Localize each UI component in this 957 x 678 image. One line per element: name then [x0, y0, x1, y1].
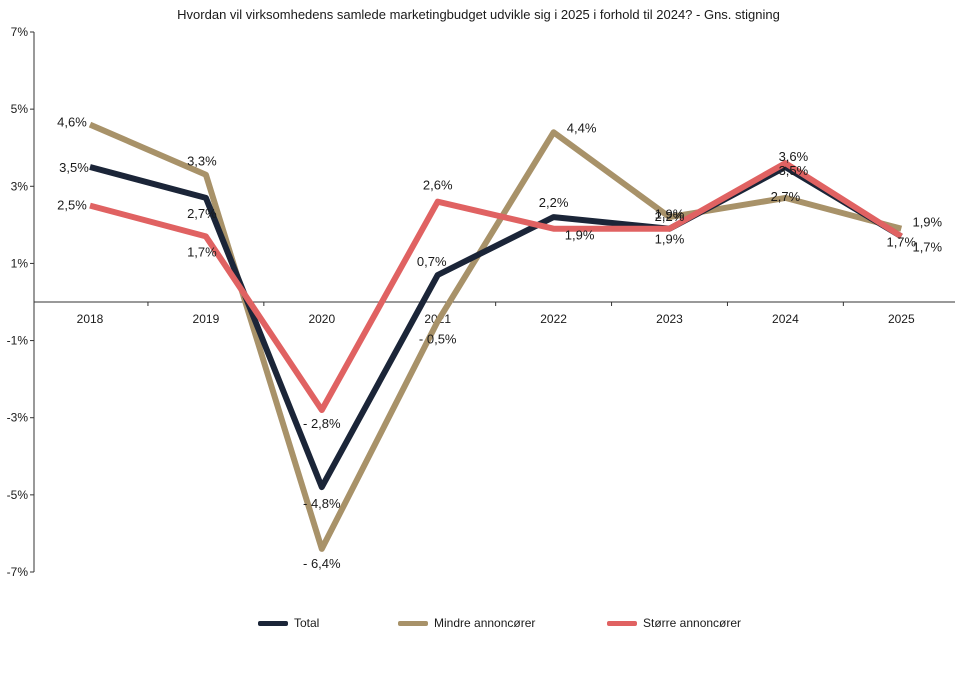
x-tick-label: 2020: [308, 312, 335, 326]
y-tick-label: 3%: [11, 179, 29, 193]
data-label: 1,9%: [565, 228, 595, 243]
data-labels: 3,5%2,7%- 4,8%0,7%2,2%1,9%3,5%1,7%4,6%3,…: [57, 115, 942, 571]
data-label: - 2,8%: [303, 416, 341, 431]
legend-swatch: [398, 620, 428, 626]
x-tick-label: 2024: [772, 312, 799, 326]
y-tick-label: 5%: [11, 102, 29, 116]
y-tick-label: 1%: [11, 256, 29, 270]
y-tick-label: -5%: [7, 488, 29, 502]
data-label: 1,9%: [655, 232, 685, 247]
data-label: 2,2%: [539, 195, 569, 210]
legend-label: Mindre annoncører: [434, 616, 536, 630]
y-tick-label: 7%: [11, 25, 29, 39]
y-tick-label: -7%: [7, 565, 29, 579]
data-label: 4,4%: [567, 120, 597, 135]
data-label: 2,2%: [655, 209, 685, 224]
x-tick-label: 2019: [193, 312, 220, 326]
legend-label: Total: [294, 616, 320, 630]
series-line: [89, 160, 903, 413]
data-label: 2,7%: [771, 189, 801, 204]
data-label: 3,5%: [779, 163, 809, 178]
data-label: 2,6%: [423, 178, 453, 193]
y-tick-label: -3%: [7, 411, 29, 425]
x-tick-label: 2023: [656, 312, 683, 326]
series-line: [88, 121, 903, 552]
x-tick-label: 2018: [77, 312, 104, 326]
data-label: 2,5%: [57, 198, 87, 213]
data-label: 1,9%: [655, 207, 685, 222]
data-label: 1,7%: [187, 244, 217, 259]
y-tick-label: -1%: [7, 334, 29, 348]
chart-title: Hvordan vil virksomhedens samlede market…: [177, 7, 780, 22]
data-label: 0,7%: [417, 254, 447, 269]
data-label: 1,7%: [886, 234, 916, 249]
data-label: 2,7%: [187, 206, 217, 221]
data-label: 3,5%: [59, 160, 89, 175]
legend-swatch: [607, 620, 637, 626]
x-tick-label: 2025: [888, 312, 915, 326]
data-label: 3,3%: [187, 154, 217, 169]
data-label: 4,6%: [57, 115, 87, 130]
legend-swatch: [258, 620, 288, 626]
data-label: - 6,4%: [303, 556, 341, 571]
legend: Total Mindre annoncører Større annoncører: [0, 616, 957, 636]
legend-item: Mindre annoncører: [398, 616, 535, 630]
data-label: 1,9%: [912, 215, 942, 230]
data-label: - 4,8%: [303, 496, 341, 511]
data-label: 3,6%: [779, 149, 809, 164]
legend-item: Total: [258, 616, 319, 630]
series-lines: [88, 121, 903, 552]
legend-item: Større annoncører: [607, 616, 741, 630]
legend-label: Større annoncører: [643, 616, 742, 630]
axes: 7%5%3%1%-1%-3%-5%-7%2018 2019 2020 2021 2022…: [7, 25, 955, 579]
data-label: - 0,5%: [419, 331, 457, 346]
data-label: 1,7%: [912, 239, 942, 254]
x-tick-label: 2022: [540, 312, 567, 326]
